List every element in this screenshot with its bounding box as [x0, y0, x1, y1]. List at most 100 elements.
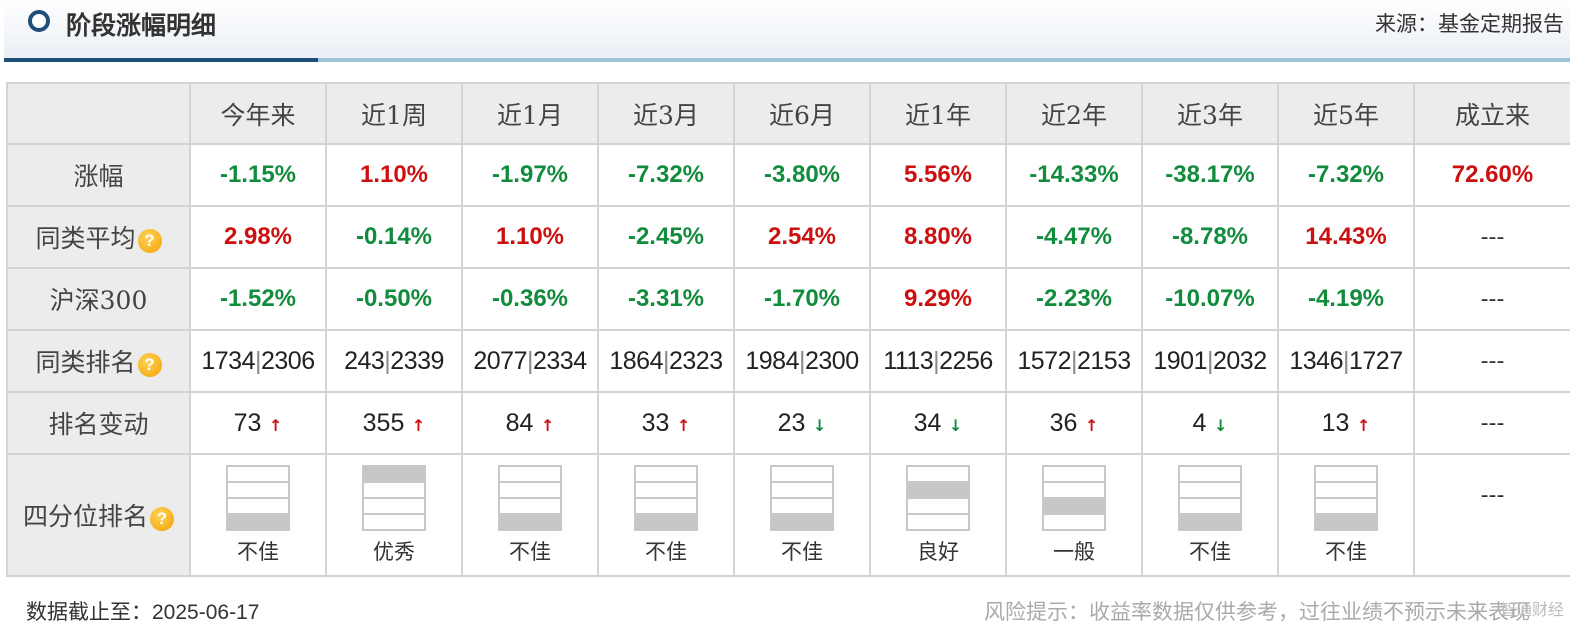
- quartile-segment: [908, 515, 968, 529]
- table-cell: 1734|2306: [189, 329, 327, 393]
- rank-change-value: 36: [1049, 408, 1078, 437]
- table-cell: 8.80%: [869, 205, 1007, 269]
- table-cell: -3.31%: [597, 267, 735, 331]
- table-cell: 34 ↓: [869, 391, 1007, 455]
- quartile-indicator: [1178, 464, 1242, 531]
- quartile-segment: [1180, 483, 1240, 499]
- quartile-segment: [636, 467, 696, 483]
- quartile-segment: [1044, 483, 1104, 499]
- help-icon[interactable]: ?: [150, 506, 174, 531]
- quartile-label: 优秀: [373, 539, 415, 564]
- quartile-segment: [636, 514, 696, 529]
- table-cell: 不佳: [597, 453, 735, 577]
- table-cell: ---: [1413, 329, 1570, 393]
- section-title: 阶段涨幅明细: [66, 11, 217, 40]
- percent-value: -1.52%: [219, 285, 297, 312]
- rank-total: 2334: [533, 346, 587, 375]
- rank-change-value: 33: [641, 408, 670, 437]
- quartile-segment: [228, 514, 288, 529]
- header-underline-accent: [4, 58, 318, 62]
- empty-value: ---: [1480, 410, 1505, 436]
- quartile-segment: [364, 466, 424, 483]
- table-cell: 不佳: [733, 453, 871, 577]
- table-cell: -1.97%: [461, 143, 599, 207]
- table-cell: 33 ↑: [597, 391, 735, 455]
- quartile-segment: [772, 483, 832, 499]
- help-icon[interactable]: ?: [137, 352, 162, 377]
- column-header: 近1年: [869, 82, 1007, 145]
- table-cell: 1.10%: [461, 205, 599, 269]
- rank-value: 1346|1727: [1289, 346, 1403, 375]
- rank-total: 2032: [1213, 346, 1267, 375]
- quartile-indicator: [226, 464, 290, 531]
- arrow-up-icon: ↑: [1079, 415, 1099, 435]
- table-cell: 优秀: [325, 453, 463, 577]
- column-header: 近1周: [325, 82, 463, 145]
- column-header: 今年来: [189, 82, 327, 145]
- quartile-segment: [908, 482, 968, 499]
- rank-position: 1346: [1289, 346, 1343, 375]
- column-header: 近5年: [1277, 82, 1415, 145]
- rank-value: 1984|2300: [745, 346, 859, 375]
- table-cell: 1346|1727: [1277, 329, 1415, 393]
- table-cell: -4.47%: [1005, 205, 1143, 269]
- table-cell: 13 ↑: [1277, 391, 1415, 455]
- quartile-indicator: [906, 464, 970, 531]
- quartile-segment: [772, 499, 832, 515]
- quartile-segment: [908, 499, 968, 515]
- table-cell: -1.52%: [189, 267, 327, 331]
- table-cell: 73 ↑: [189, 391, 327, 455]
- table-cell: -1.15%: [189, 143, 327, 207]
- percent-value: -38.17%: [1165, 161, 1255, 188]
- table-cell: -7.32%: [597, 143, 735, 207]
- percent-value: -10.07%: [1165, 285, 1255, 312]
- percent-value: 2.98%: [223, 223, 293, 250]
- quartile-indicator: [1042, 464, 1106, 531]
- arrow-up-icon: ↑: [535, 415, 555, 435]
- risk-notice: 风险提示：收益率数据仅供参考，过往业绩不预示未来表现: [984, 600, 1530, 622]
- table-cell: ---: [1413, 205, 1570, 269]
- quartile-indicator: [770, 464, 834, 531]
- table-cell: 84 ↑: [461, 391, 599, 455]
- rank-value: 243|2339: [344, 347, 444, 375]
- rank-separator: |: [1207, 346, 1214, 375]
- column-header: 近2年: [1005, 82, 1143, 145]
- percent-value: -7.32%: [627, 161, 705, 188]
- table-cell: 1113|2256: [869, 329, 1007, 393]
- quartile-segment: [228, 483, 288, 499]
- empty-value: ---: [1480, 286, 1505, 312]
- rank-position: 243: [344, 346, 385, 375]
- percent-value: -0.36%: [491, 285, 569, 312]
- quartile-segment: [1180, 514, 1240, 529]
- table-cell: 14.43%: [1277, 205, 1415, 269]
- row-label-hs300: 沪深300: [6, 267, 191, 331]
- table-row-hs300: 沪深300 -1.52% -0.50% -0.36% -3.31% -1.70% 9.29…: [6, 267, 1570, 331]
- quartile-segment: [1180, 467, 1240, 483]
- quartile-segment: [908, 467, 968, 483]
- quartile-segment: [1044, 498, 1104, 515]
- table-row-peer-rank: 同类排名? 1734|2306 243|2339 2077|2334 1864|232…: [6, 329, 1570, 393]
- empty-value: ---: [1480, 348, 1505, 374]
- table-cell: 不佳: [189, 453, 327, 577]
- table-row-rank-change: 排名变动 73 ↑ 355 ↑ 84 ↑ 33 ↑ 23 ↓ 34 ↓ 36 ↑ 4 ↓ 13 …: [6, 391, 1570, 455]
- table-cell: 2.54%: [733, 205, 871, 269]
- data-cutoff-note: 数据截止至：2025-06-17: [26, 600, 260, 622]
- table-row-gain: 涨幅 -1.15% 1.10% -1.97% -7.32% -3.80% 5.56% -14…: [6, 143, 1570, 207]
- rank-position: 1984: [745, 346, 799, 375]
- percent-value: -3.80%: [763, 161, 841, 188]
- quartile-segment: [772, 467, 832, 483]
- help-icon[interactable]: ?: [137, 228, 162, 253]
- table-cell: -8.78%: [1141, 205, 1279, 269]
- table-cell: -7.32%: [1277, 143, 1415, 207]
- rank-total: 2300: [805, 346, 859, 375]
- percent-value: 1.10%: [495, 223, 565, 250]
- quartile-segment: [364, 499, 424, 515]
- quartile-segment: [772, 514, 832, 529]
- rank-position: 1572: [1017, 346, 1071, 375]
- table-cell: 36 ↑: [1005, 391, 1143, 455]
- table-cell: 1.10%: [325, 143, 463, 207]
- quartile-segment: [636, 483, 696, 499]
- rank-separator: |: [799, 346, 806, 375]
- quartile-segment: [500, 514, 560, 529]
- quartile-segment: [1316, 467, 1376, 483]
